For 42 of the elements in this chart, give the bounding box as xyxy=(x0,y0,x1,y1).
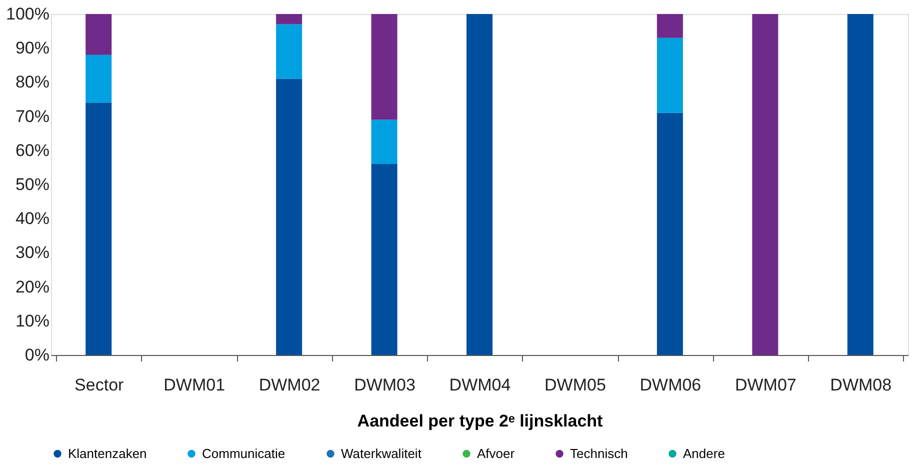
x-tick-label: Sector xyxy=(74,376,124,394)
bar xyxy=(752,14,778,355)
x-tick-label: DWM07 xyxy=(734,376,796,394)
y-tick-label: 70% xyxy=(15,106,50,126)
x-tick-label: DWM02 xyxy=(258,376,320,394)
legend-label: Klantenzaken xyxy=(68,446,147,461)
legend-label: Afvoer xyxy=(477,446,516,461)
bar xyxy=(276,78,302,355)
x-tick-label: DWM04 xyxy=(449,376,511,394)
bar xyxy=(656,38,683,113)
x-tick-label: DWM08 xyxy=(830,376,892,394)
y-tick-label: 10% xyxy=(15,311,50,330)
legend-label: Waterkwaliteit xyxy=(341,446,422,461)
bar xyxy=(86,14,112,55)
y-tick-label: 80% xyxy=(15,72,50,92)
y-tick-label: 50% xyxy=(15,175,50,194)
bar xyxy=(656,14,683,38)
x-tick-label: DWM03 xyxy=(354,376,416,394)
legend-label: Communicatie xyxy=(202,446,286,461)
legend-label: Andere xyxy=(683,446,725,461)
bar xyxy=(466,14,492,355)
y-tick-label: 20% xyxy=(15,277,50,296)
y-tick-label: 100% xyxy=(6,4,50,24)
bar xyxy=(656,112,683,355)
legend-label: Technisch xyxy=(570,446,628,461)
bar xyxy=(371,120,398,164)
bar xyxy=(371,164,398,355)
bar xyxy=(276,14,302,24)
x-tick-label: DWM06 xyxy=(640,376,702,394)
bar xyxy=(86,102,112,355)
bar xyxy=(86,54,112,103)
bar xyxy=(276,24,302,79)
y-tick-label: 60% xyxy=(15,140,50,160)
y-tick-label: 0% xyxy=(24,346,50,364)
x-tick-label: DWM01 xyxy=(164,376,226,394)
bar xyxy=(371,14,398,120)
bar xyxy=(847,14,874,355)
y-tick-label: 40% xyxy=(15,209,50,228)
y-tick-label: 90% xyxy=(15,38,50,58)
x-axis-title: Aandeel per type 2ᵉ lijnsklacht xyxy=(357,412,604,430)
y-tick-label: 30% xyxy=(15,243,50,262)
x-tick-label: DWM05 xyxy=(544,376,606,394)
